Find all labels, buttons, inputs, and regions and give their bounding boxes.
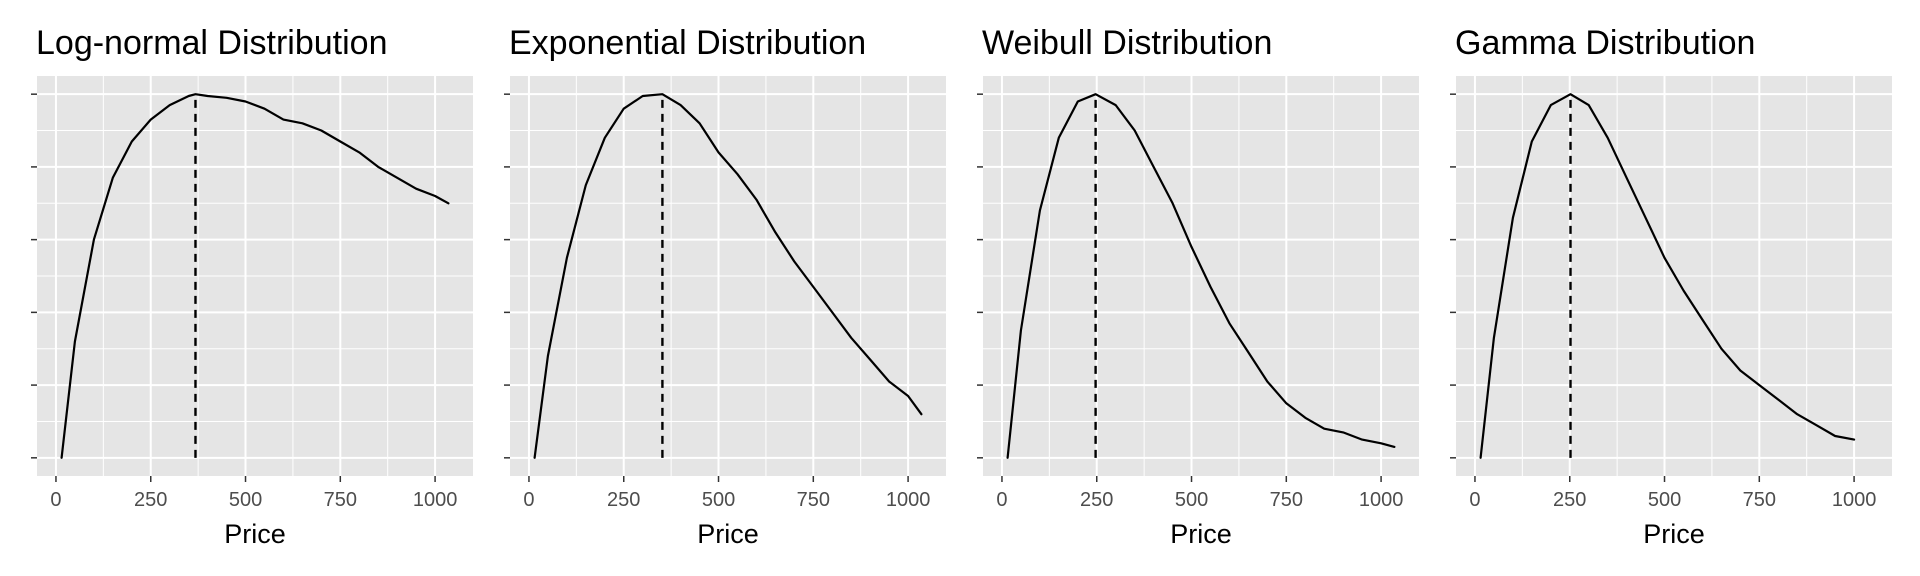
x-tick-label: 500 xyxy=(702,489,735,511)
x-tick-label: 250 xyxy=(134,489,167,511)
panel-title: Log-normal Distribution xyxy=(36,24,388,62)
density-curve xyxy=(1006,93,1396,459)
x-tick-label: 750 xyxy=(797,489,830,511)
x-tick-label: 750 xyxy=(1270,489,1303,511)
x-tick-label: 250 xyxy=(607,489,640,511)
x-tick-label: 0 xyxy=(1469,489,1480,511)
x-tick-label: 750 xyxy=(1743,489,1776,511)
x-tick-label: 500 xyxy=(1648,489,1681,511)
chart-panel-3: Weibull Distribution 0 250 500 750 1000 Price xyxy=(977,24,1419,549)
density-curve xyxy=(533,93,923,459)
x-axis-title: Price xyxy=(224,519,286,549)
chart-panel-1: Log-normal Distribution 0 250 500 750 1000 Pri… xyxy=(31,24,473,549)
x-tick-label: 500 xyxy=(229,489,262,511)
x-axis-title: Price xyxy=(1170,519,1232,549)
x-tick-label: 500 xyxy=(1175,489,1208,511)
panel-title: Gamma Distribution xyxy=(1455,24,1755,62)
x-tick-label: 250 xyxy=(1080,489,1113,511)
panel-title: Weibull Distribution xyxy=(982,24,1272,62)
x-tick-label: 250 xyxy=(1553,489,1586,511)
x-axis-title: Price xyxy=(1643,519,1705,549)
chart-panel-4: Gamma Distribution 0 250 500 750 1000 Price xyxy=(1450,24,1892,549)
x-tick-label: 1000 xyxy=(1832,489,1877,511)
density-curve xyxy=(60,93,450,459)
x-tick-label: 1000 xyxy=(413,489,458,511)
x-tick-label: 0 xyxy=(523,489,534,511)
panel-title: Exponential Distribution xyxy=(509,24,866,62)
x-tick-label: 0 xyxy=(50,489,61,511)
x-tick-label: 750 xyxy=(324,489,357,511)
x-tick-label: 1000 xyxy=(1359,489,1404,511)
x-tick-label: 0 xyxy=(996,489,1007,511)
density-curve xyxy=(1479,93,1856,459)
x-axis-title: Price xyxy=(697,519,759,549)
chart-panel-2: Exponential Distribution 0 250 500 750 1000 Pr… xyxy=(504,24,946,549)
x-tick-label: 1000 xyxy=(886,489,931,511)
